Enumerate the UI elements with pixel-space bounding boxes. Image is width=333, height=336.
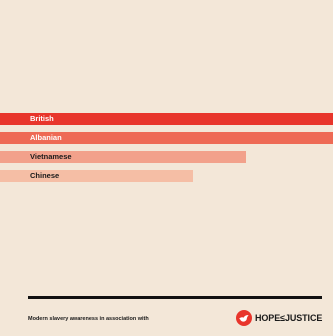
hope-for-justice-logo: HOPE≤JUSTICE [236,310,322,326]
bar-vietnamese [0,151,246,163]
footer-attribution: Modern slavery awareness in association … [28,316,149,322]
bar-label-albanian: Albanian [30,133,62,142]
bar-british [0,113,333,125]
logo-wordmark: HOPE≤JUSTICE [255,313,323,323]
bar-chinese [0,170,193,182]
bar-label-vietnamese: Vietnamese [30,152,72,161]
bar-albanian [0,132,333,144]
dove-icon [236,310,252,326]
bar-label-chinese: Chinese [30,171,60,180]
footer-divider [28,296,322,299]
bar-label-british: British [30,114,54,123]
